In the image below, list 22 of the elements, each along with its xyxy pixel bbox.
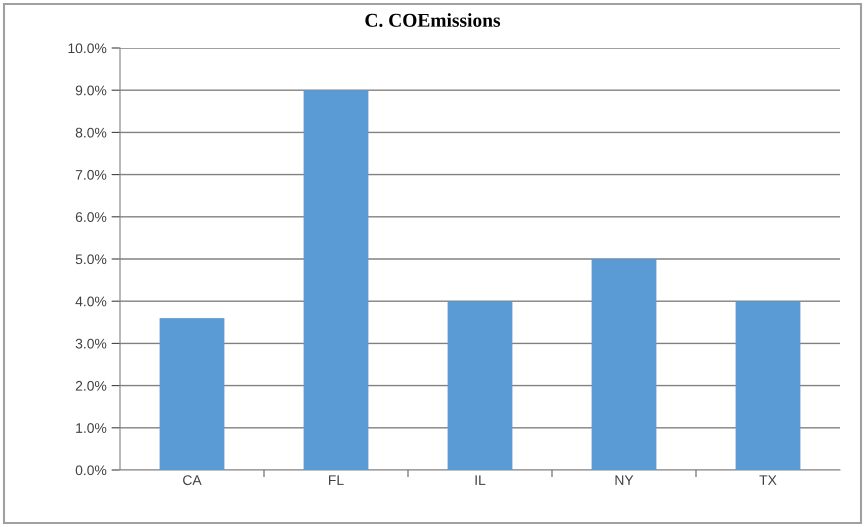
y-tick-label: 5.0% <box>76 254 106 264</box>
y-tick-label: 3.0% <box>76 338 106 349</box>
bar <box>592 259 656 470</box>
x-tick-label: TX <box>759 475 777 485</box>
bar <box>304 90 368 470</box>
chart-title: C. COEmissions <box>365 13 500 27</box>
x-tick-label: IL <box>475 475 486 485</box>
y-tick-label: 6.0% <box>76 212 106 222</box>
bar <box>160 318 224 470</box>
y-tick-label: 2.0% <box>76 380 106 391</box>
y-tick-label: 1.0% <box>76 423 106 433</box>
bar <box>448 301 512 470</box>
x-tick-label: CA <box>183 475 202 486</box>
y-tick-label: 4.0% <box>75 296 106 306</box>
bar <box>736 301 800 470</box>
x-tick-label: FL <box>329 475 344 485</box>
y-tick-label: 0.0% <box>76 465 106 476</box>
y-tick-label: 8.0% <box>76 128 106 138</box>
y-tick-label: 10.0% <box>68 43 106 54</box>
x-tick-label: NY <box>615 475 634 485</box>
y-tick-label: 7.0% <box>76 170 106 180</box>
y-tick-label: 9.0% <box>76 86 106 96</box>
